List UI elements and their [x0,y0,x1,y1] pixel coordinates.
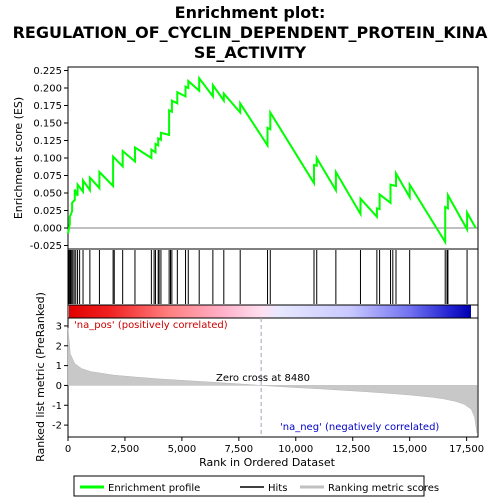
es-y-tick-label: -0.025 [30,241,62,252]
es-y-tick-label: 0.225 [33,66,62,77]
legend-box [73,475,425,497]
hits-panel-frame [67,248,479,306]
zero-cross-label: Zero cross at 8480 [216,373,310,384]
es-y-tick-label: 0.150 [33,119,62,130]
rank-x-axis-label: Rank in Ordered Dataset [199,456,336,469]
es-panel-frame [67,66,479,250]
rank-y-tick-label: 2 [56,341,62,352]
rank-x-tick-label: 0 [65,444,71,455]
es-y-tick-label: 0.175 [33,101,62,112]
rank-y-tick-label: 1 [56,361,62,372]
rank-y-tick-label: 0 [56,381,62,392]
chart-title-line-3: SE_ACTIVITY [194,43,307,62]
enrichment-profile-line [67,75,477,246]
chart-title-line-1: Enrichment plot: [175,3,326,22]
rank-y-tick-label: -2 [52,421,62,432]
es-y-tick-label: 0.050 [33,189,62,200]
es-y-ticks: -0.025 0.000 0.025 0.050 0.075 0.100 0.125 0.15… [30,66,68,252]
hits-marks [68,250,468,304]
rank-x-tick-label: 7,500 [225,444,254,455]
rank-y-axis-label: Ranked list metric (PreRanked) [34,292,47,462]
rank-y-tick-label: 3 [56,321,62,332]
neg-correlated-label: 'na_neg' (negatively correlated) [280,422,439,433]
rank-y-tick-label: -1 [52,401,62,412]
rank-x-tick-label: 2,500 [111,444,140,455]
rank-x-ticks: 0 2,500 5,000 7,500 10,000 12,500 15,000 17,500 [65,437,484,455]
es-y-tick-label: 0.100 [33,154,62,165]
legend-enrichment-label: Enrichment profile [108,483,200,494]
es-y-tick-label: 0.075 [33,171,62,182]
rank-color-bar [69,305,471,318]
chart-title-line-2: REGULATION_OF_CYCLIN_DEPENDENT_PROTEIN_K… [13,23,488,42]
rank-x-tick-label: 5,000 [168,444,197,455]
legend-hits-label: Hits [268,483,287,494]
rank-x-tick-label: 10,000 [278,444,313,455]
es-y-tick-label: 0.125 [33,136,62,147]
es-y-axis-label: Enrichment score (ES) [12,97,25,219]
rank-x-tick-label: 15,000 [392,444,427,455]
es-y-tick-label: 0.025 [33,206,62,217]
rank-x-tick-label: 17,500 [449,444,484,455]
es-y-tick-label: 0.200 [33,84,62,95]
rank-x-tick-label: 12,500 [335,444,370,455]
pos-correlated-label: 'na_pos' (positively correlated) [74,320,228,331]
es-y-tick-label: 0.000 [33,224,62,235]
ranking-metric-area [67,327,478,434]
rank-y-ticks: -2 -1 0 1 2 3 [52,321,68,432]
legend-metric-label: Ranking metric scores [328,483,439,494]
